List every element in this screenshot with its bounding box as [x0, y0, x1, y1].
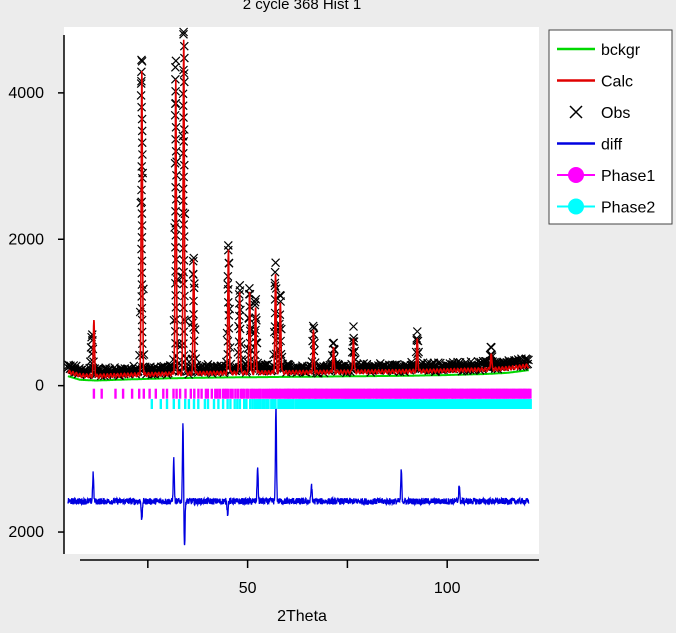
legend-item-phase2: Phase2: [557, 198, 655, 217]
obs-point: [179, 27, 189, 37]
obs-point: [276, 297, 286, 306]
obs-point: [271, 258, 281, 268]
legend-item-calc: Calc: [557, 74, 633, 91]
obs-point: [137, 315, 147, 325]
legend-swatch-dot: [568, 167, 584, 183]
diff-series-line: [67, 407, 530, 546]
obs-point: [412, 327, 422, 336]
obs-point: [189, 253, 199, 263]
obs-point: [179, 29, 188, 39]
obs-point: [171, 302, 181, 312]
chart-title: 2 cycle 368 Hist 1: [243, 0, 361, 13]
legend: bckgr Calc Obs diff Phase1 Phase2: [548, 29, 673, 225]
obs-point: [170, 74, 180, 84]
reflection-ticks-layer: [92, 388, 532, 409]
obs-point: [171, 350, 181, 360]
obs-point: [137, 303, 147, 313]
legend-item-bckgr: bckgr: [557, 42, 641, 59]
y-tick-label: 4000: [8, 85, 44, 102]
diff-layer: [67, 407, 530, 546]
obs-point: [308, 321, 318, 331]
calculated-layer: [67, 39, 530, 379]
legend-label: diff: [601, 137, 623, 154]
x-axis-label: 2Theta: [277, 608, 327, 625]
axis-ticks-layer: 4000 2000 0 2000 50 100: [8, 85, 460, 597]
legend-item-obs: Obs: [569, 105, 630, 122]
y-tick-label: 2000: [8, 524, 44, 541]
bckgr-series-line: [67, 369, 529, 382]
obs-point: [171, 290, 181, 300]
legend-item-phase1: Phase1: [557, 167, 655, 185]
obs-point: [250, 297, 260, 307]
background-layer: [67, 369, 529, 382]
obs-point: [171, 338, 180, 348]
y-tick-label: 2000: [8, 231, 44, 248]
obs-point: [137, 327, 147, 337]
obs-point: [168, 362, 178, 372]
legend-label: Calc: [601, 74, 633, 91]
calc-series-line: [67, 39, 530, 379]
obs-point: [235, 350, 245, 359]
obs-point: [137, 55, 146, 65]
obs-point: [309, 323, 319, 333]
legend-label: Phase1: [601, 168, 655, 185]
obs-point: [137, 339, 147, 349]
obs-point: [412, 333, 422, 343]
obs-point: [137, 268, 147, 278]
obs-point: [235, 286, 245, 295]
obs-point: [179, 327, 189, 337]
obs-point: [137, 291, 147, 301]
x-tick-label: 50: [239, 580, 257, 597]
obs-point: [250, 300, 260, 310]
legend-swatch: [569, 105, 583, 119]
obs-point: [178, 339, 188, 349]
legend-label: Obs: [601, 105, 630, 122]
plot-area: [64, 27, 539, 554]
obs-point: [486, 342, 496, 352]
x-tick-label: 100: [434, 580, 461, 597]
obs-point: [171, 314, 181, 324]
obs-point: [203, 359, 213, 369]
obs-point: [179, 303, 188, 313]
obs-point: [137, 280, 147, 290]
obs-point: [349, 322, 358, 331]
legend-box: [548, 29, 673, 225]
obs-point: [524, 355, 533, 365]
legend-swatch-dot: [568, 198, 584, 215]
obs-point: [179, 267, 189, 277]
legend-item-diff: diff: [557, 137, 623, 154]
obs-point: [349, 333, 359, 343]
obs-point: [170, 62, 180, 72]
obs-point: [270, 267, 280, 277]
y-tick-label: 0: [35, 378, 44, 395]
legend-label: bckgr: [601, 42, 641, 59]
obs-point: [168, 355, 178, 364]
legend-label: Phase2: [601, 200, 655, 217]
